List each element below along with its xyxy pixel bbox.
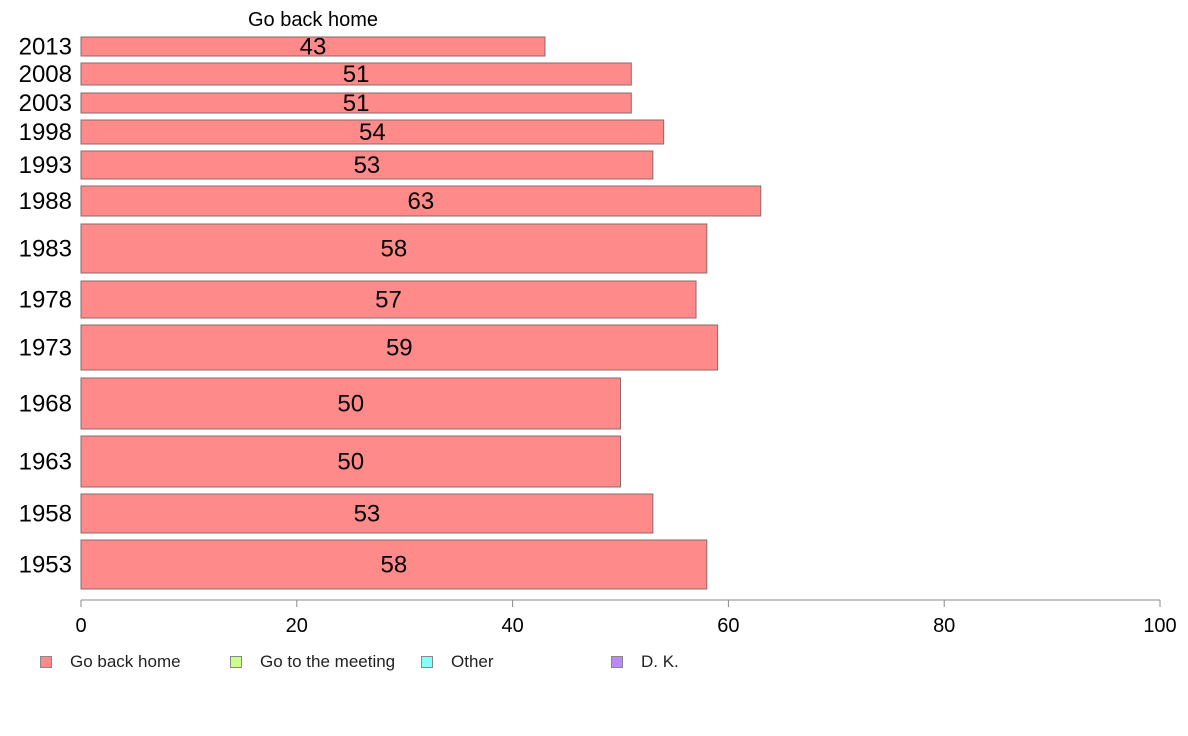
legend-item: Go to the meeting bbox=[230, 650, 395, 674]
legend-label: Go back home bbox=[70, 652, 181, 671]
bar-1953 bbox=[80, 539, 708, 590]
data-label-2013: 43 bbox=[300, 34, 327, 61]
bar-1978 bbox=[80, 280, 697, 319]
data-label-1963: 50 bbox=[337, 449, 364, 476]
y-tick-label-1958: 1958 bbox=[19, 501, 72, 528]
data-label-1998: 54 bbox=[359, 119, 386, 146]
legend-item: Go back home bbox=[40, 650, 181, 674]
bar-1973 bbox=[80, 324, 719, 371]
y-tick-label-1963: 1963 bbox=[19, 449, 72, 476]
x-axis: 0 20 40 60 80 100 bbox=[75, 599, 1177, 637]
bar-1963 bbox=[80, 435, 621, 488]
legend-swatch bbox=[230, 656, 242, 668]
legend-item: D. K. bbox=[611, 650, 679, 674]
y-tick-label-1968: 1968 bbox=[19, 391, 72, 418]
bar-chart: Go back home 43515154536358575950505358 … bbox=[19, 9, 1177, 637]
chart-title: Go back home bbox=[248, 9, 378, 31]
y-tick-label-1973: 1973 bbox=[19, 335, 72, 362]
bar-1993 bbox=[80, 150, 654, 180]
legend-label: Other bbox=[451, 652, 494, 671]
data-label-1953: 58 bbox=[381, 552, 408, 579]
data-label-1958: 53 bbox=[354, 501, 381, 528]
bar-2003 bbox=[80, 92, 632, 114]
data-label-1993: 53 bbox=[354, 152, 381, 179]
legend: Go back home Go to the meeting Other D. K. bbox=[0, 650, 1188, 680]
y-tick-label-2008: 2008 bbox=[19, 61, 72, 88]
data-label-1988: 63 bbox=[408, 188, 435, 215]
bar-2008 bbox=[80, 62, 632, 86]
data-label-1978: 57 bbox=[375, 287, 402, 314]
y-tick-label-1998: 1998 bbox=[19, 119, 72, 146]
y-tick-label-2013: 2013 bbox=[19, 34, 72, 61]
bar-1983 bbox=[80, 223, 708, 274]
legend-swatch bbox=[40, 656, 52, 668]
data-label-1983: 58 bbox=[381, 236, 408, 263]
legend-swatch bbox=[421, 656, 433, 668]
y-tick-label-1993: 1993 bbox=[19, 152, 72, 179]
data-label-2008: 51 bbox=[343, 61, 370, 88]
data-label-1968: 50 bbox=[337, 391, 364, 418]
legend-swatch bbox=[611, 656, 623, 668]
x-tick-label-20: 20 bbox=[286, 615, 308, 637]
x-tick-label-60: 60 bbox=[717, 615, 739, 637]
y-tick-label-1953: 1953 bbox=[19, 552, 72, 579]
bar-1958 bbox=[80, 493, 654, 534]
legend-label: Go to the meeting bbox=[260, 652, 396, 671]
legend-item: Other bbox=[421, 650, 494, 674]
data-label-1973: 59 bbox=[386, 335, 413, 362]
bar-2013 bbox=[80, 36, 546, 57]
x-tick-label-80: 80 bbox=[933, 615, 955, 637]
legend-label: D. K. bbox=[641, 652, 679, 671]
x-tick-label-0: 0 bbox=[75, 615, 86, 637]
data-label-2003: 51 bbox=[343, 90, 370, 117]
x-tick-label-40: 40 bbox=[501, 615, 523, 637]
x-tick-label-100: 100 bbox=[1143, 615, 1176, 637]
bar-1968 bbox=[80, 377, 621, 430]
bar-1998 bbox=[80, 119, 665, 145]
y-tick-label-2003: 2003 bbox=[19, 90, 72, 117]
y-tick-label-1983: 1983 bbox=[19, 236, 72, 263]
y-tick-label-1978: 1978 bbox=[19, 287, 72, 314]
bar-1988 bbox=[80, 185, 762, 217]
y-tick-label-1988: 1988 bbox=[19, 188, 72, 215]
